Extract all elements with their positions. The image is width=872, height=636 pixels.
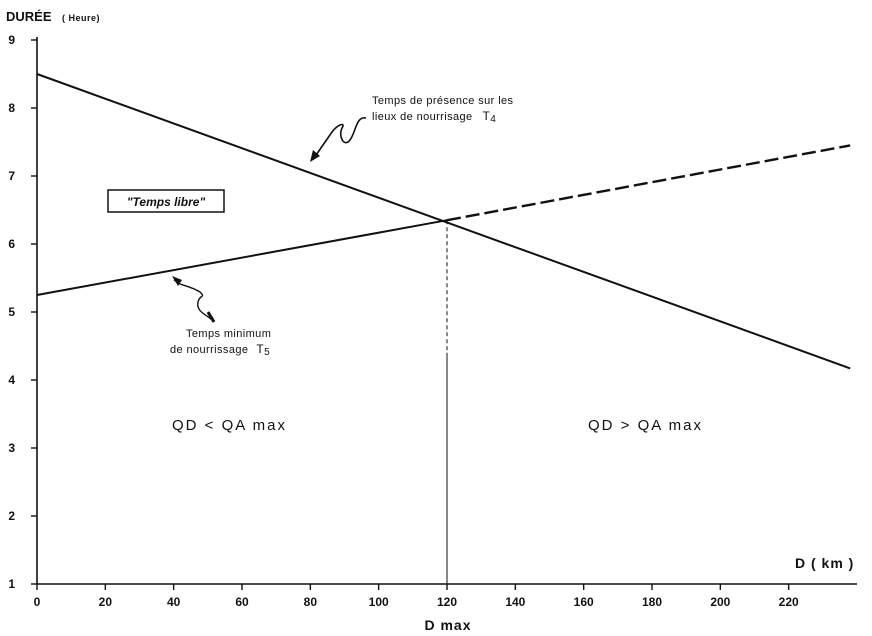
- annotation-t5-arrow: [173, 279, 213, 321]
- annotation-t5-line1: Temps minimum: [186, 328, 271, 340]
- y-tick-label: 9: [8, 33, 15, 47]
- x-marker-label: D max: [424, 617, 471, 633]
- y-tick-label: 1: [8, 577, 15, 591]
- y-tick-label: 5: [8, 305, 15, 319]
- series-line-3: [446, 144, 851, 222]
- annotation-t4-line2: lieux de nourrisage T4: [372, 109, 496, 125]
- y-tick-label: 7: [8, 169, 15, 183]
- annotation-t5-tail: [206, 311, 216, 323]
- annotation-t4-arrowhead: [310, 150, 320, 162]
- x-tick-label: 100: [369, 595, 389, 609]
- annotation-t5-arrowhead: [172, 276, 182, 286]
- region-left-label: QD < QA max: [172, 417, 287, 434]
- region-right-label: QD > QA max: [588, 417, 703, 434]
- x-tick-label: 60: [235, 595, 249, 609]
- free-time-box: [107, 189, 225, 213]
- x-tick-label: 120: [437, 595, 457, 609]
- annotation-t4-arrow: [313, 117, 367, 159]
- x-tick-label: 80: [304, 595, 318, 609]
- y-tick-label: 3: [8, 441, 15, 455]
- annotation-t5-line2: de nourrissage T5: [170, 342, 270, 358]
- x-tick-label: 40: [167, 595, 181, 609]
- y-axis-title: DURÉE: [6, 9, 52, 24]
- x-tick-label: 0: [34, 595, 41, 609]
- y-tick-label: 8: [8, 101, 15, 115]
- x-axis-title: D ( km ): [795, 555, 854, 571]
- series-line-2: [36, 219, 448, 296]
- x-tick-label: 200: [710, 595, 730, 609]
- annotation-t4-line1: Temps de présence sur les: [372, 95, 514, 107]
- y-tick-label: 4: [8, 373, 15, 387]
- x-tick-label: 220: [779, 595, 799, 609]
- x-tick-label: 140: [505, 595, 525, 609]
- y-tick-label: 6: [8, 237, 15, 251]
- y-tick-label: 2: [8, 509, 15, 523]
- x-tick-label: 160: [574, 595, 594, 609]
- x-tick-label: 20: [99, 595, 113, 609]
- free-time-label: "Temps libre": [127, 195, 206, 209]
- y-axis-unit: ( Heure): [62, 13, 100, 23]
- ticks: 1 2 3 4 5 6 7 8 9 0 20 40 60 80 100 120 140 160 180 200 220: [8, 33, 799, 609]
- series-group: [36, 73, 851, 584]
- x-tick-label: 180: [642, 595, 662, 609]
